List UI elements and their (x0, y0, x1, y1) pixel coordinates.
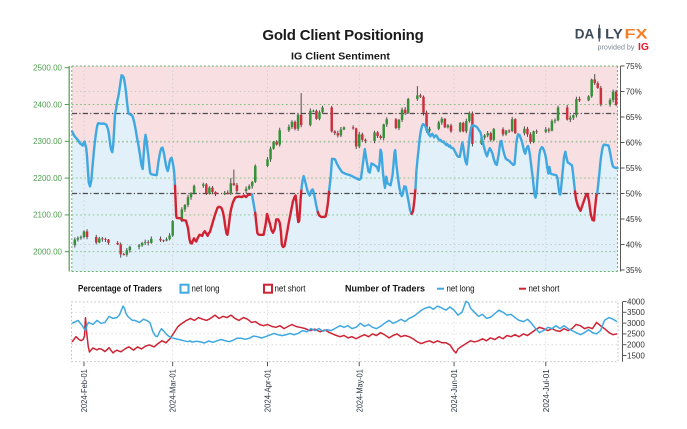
svg-text:2024-Feb-01: 2024-Feb-01 (79, 369, 89, 412)
svg-text:2100.00: 2100.00 (33, 211, 62, 220)
svg-text:3000: 3000 (627, 319, 645, 328)
svg-text:provided by: provided by (598, 42, 635, 51)
svg-text:2500.00: 2500.00 (33, 64, 62, 73)
svg-text:1500: 1500 (627, 351, 645, 360)
svg-text:2500: 2500 (627, 330, 645, 339)
svg-text:55%: 55% (626, 164, 642, 173)
svg-text:LY: LY (605, 25, 623, 41)
svg-text:2024-Mar-01: 2024-Mar-01 (168, 369, 178, 412)
svg-text:IG Client Sentiment: IG Client Sentiment (291, 52, 391, 63)
svg-text:net short: net short (529, 284, 560, 294)
svg-text:2024-May-01: 2024-May-01 (354, 369, 364, 412)
svg-text:40%: 40% (626, 240, 642, 249)
svg-text:DA: DA (575, 25, 595, 41)
svg-text:FX: FX (625, 25, 649, 41)
svg-text:Number of Traders: Number of Traders (345, 284, 425, 294)
svg-text:IG: IG (638, 41, 649, 53)
svg-text:2024-Jul-01: 2024-Jul-01 (541, 369, 551, 412)
svg-text:3500: 3500 (627, 308, 645, 317)
svg-text:45%: 45% (626, 215, 642, 224)
svg-text:60%: 60% (626, 138, 642, 147)
svg-text:70%: 70% (626, 87, 642, 96)
svg-text:4000: 4000 (627, 297, 645, 306)
svg-text:net short: net short (275, 284, 306, 294)
svg-text:2300.00: 2300.00 (33, 137, 62, 146)
svg-text:2024-Jun-01: 2024-Jun-01 (449, 369, 459, 412)
svg-text:net long: net long (447, 284, 475, 294)
svg-text:75%: 75% (626, 62, 642, 71)
svg-text:net long: net long (192, 284, 220, 294)
svg-text:Percentage of Traders: Percentage of Traders (78, 284, 162, 294)
svg-text:2024-Apr-01: 2024-Apr-01 (263, 369, 273, 412)
svg-text:Gold Client Positioning: Gold Client Positioning (262, 27, 423, 44)
svg-text:65%: 65% (626, 113, 642, 122)
svg-text:2000: 2000 (627, 341, 645, 350)
svg-text:2000.00: 2000.00 (33, 248, 62, 257)
svg-text:2200.00: 2200.00 (33, 174, 62, 183)
svg-text:35%: 35% (626, 266, 642, 275)
svg-text:50%: 50% (626, 189, 642, 198)
svg-text:2400.00: 2400.00 (33, 100, 62, 109)
